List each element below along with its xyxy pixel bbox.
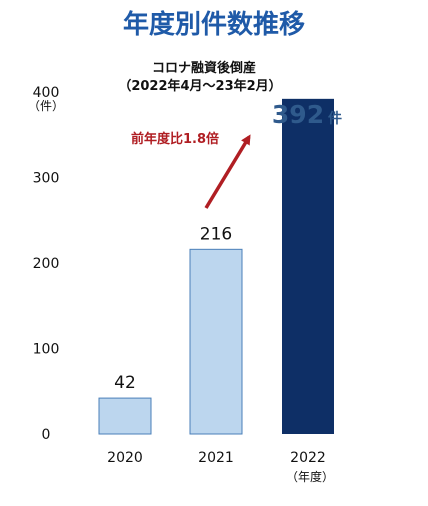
data-label-2021: 216	[200, 224, 232, 244]
x-tick-label: 2021	[198, 450, 234, 466]
annotation-line2: （2022年4月～23年2月）	[118, 78, 281, 94]
growth-annotation: 前年度比1.8倍	[131, 131, 219, 147]
chart-title: 年度別件数推移	[123, 9, 305, 40]
y-axis: 0 100 200 300 400	[33, 85, 60, 443]
y-tick-label: 300	[33, 171, 60, 187]
annotation-line1: コロナ融資後倒産	[152, 60, 256, 76]
x-unit-label: （年度）	[286, 469, 334, 484]
y-tick-label: 200	[33, 256, 60, 272]
y-unit-label: （件）	[28, 99, 64, 113]
x-tick-label: 2022	[290, 450, 326, 466]
bar-2022	[282, 98, 334, 434]
x-axis: 2020 2021 2022	[107, 450, 326, 466]
data-label-2022: 392	[272, 100, 324, 129]
bar-2020	[98, 397, 152, 435]
data-label-2020: 42	[114, 373, 136, 393]
y-tick-label: 100	[33, 342, 60, 358]
bars	[98, 98, 334, 435]
growth-arrow	[204, 134, 251, 209]
data-labels: 42 216 392 件	[114, 100, 342, 393]
data-label-unit: 件	[328, 110, 342, 127]
bar-2021	[189, 248, 243, 435]
x-tick-label: 2020	[107, 450, 143, 466]
y-tick-label: 0	[42, 427, 51, 443]
y-tick-label: 400	[33, 85, 60, 101]
